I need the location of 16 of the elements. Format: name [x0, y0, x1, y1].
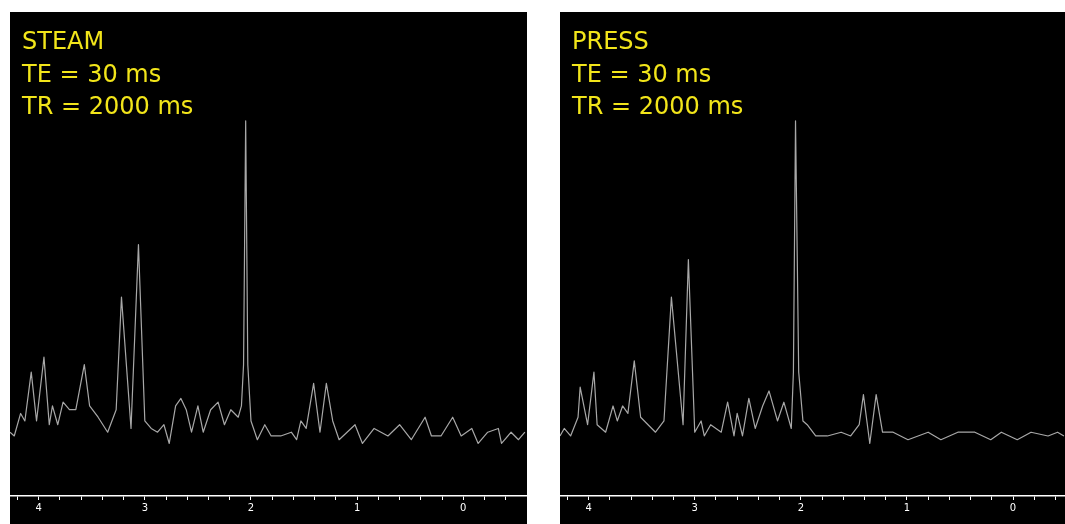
x-tick-label: 1 — [353, 501, 361, 513]
x-tick-label: 1 — [903, 501, 911, 513]
chart-title: PRESS — [572, 27, 649, 56]
x-tick-label: 0 — [460, 501, 467, 513]
text: TE = 30 ms — [21, 59, 162, 88]
x-tick-label: 4 — [585, 501, 592, 513]
x-tick-label: 3 — [141, 501, 149, 513]
x-tick-label: 0 — [1009, 501, 1017, 513]
x-tick-label: 2 — [247, 501, 255, 513]
x-tick-label: 2 — [797, 501, 805, 513]
x-tick-label: 4 — [35, 501, 42, 513]
text: TR = 2000 ms — [571, 92, 744, 121]
x-tick-label: 3 — [691, 501, 698, 513]
text: TE = 30 ms — [571, 59, 712, 88]
text: TR = 2000 ms — [21, 92, 194, 121]
chart-title: STEAM — [22, 27, 105, 56]
